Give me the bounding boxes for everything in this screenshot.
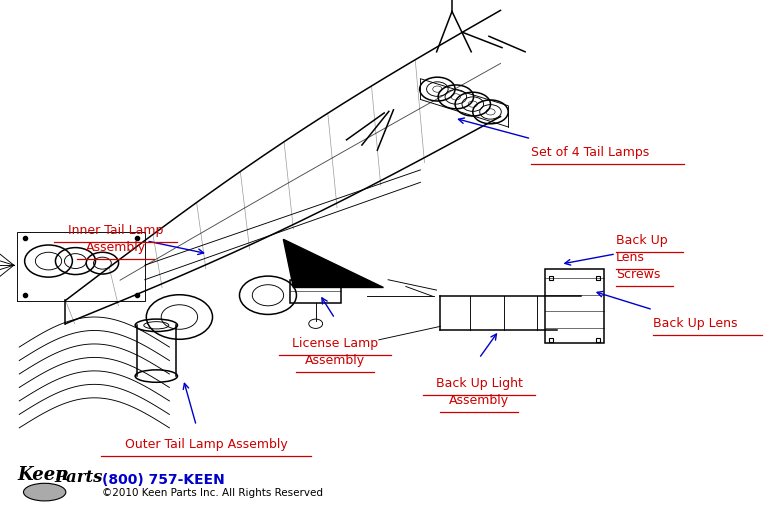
Text: Set of 4 Tail Lamps: Set of 4 Tail Lamps — [531, 146, 650, 159]
Text: Assembly: Assembly — [305, 354, 365, 367]
Text: Back Up Lens: Back Up Lens — [653, 317, 738, 330]
Bar — [290, 280, 341, 303]
Text: Assembly: Assembly — [449, 394, 509, 407]
Text: Screws: Screws — [616, 268, 661, 281]
Text: Outer Tail Lamp Assembly: Outer Tail Lamp Assembly — [125, 438, 288, 451]
Ellipse shape — [24, 483, 66, 501]
Text: (800) 757-KEEN: (800) 757-KEEN — [102, 473, 225, 487]
Text: Inner Tail Lamp: Inner Tail Lamp — [68, 224, 163, 237]
Text: Lens: Lens — [616, 251, 645, 264]
Text: Assembly: Assembly — [85, 241, 146, 254]
Text: Back Up: Back Up — [616, 234, 668, 247]
Bar — [545, 269, 604, 343]
Text: License Lamp: License Lamp — [292, 337, 378, 350]
Polygon shape — [283, 239, 383, 287]
Text: ©2010 Keen Parts Inc. All Rights Reserved: ©2010 Keen Parts Inc. All Rights Reserve… — [102, 488, 323, 498]
Text: Keen: Keen — [17, 466, 69, 484]
Text: Back Up Light: Back Up Light — [436, 377, 522, 390]
Text: Parts: Parts — [54, 469, 102, 486]
